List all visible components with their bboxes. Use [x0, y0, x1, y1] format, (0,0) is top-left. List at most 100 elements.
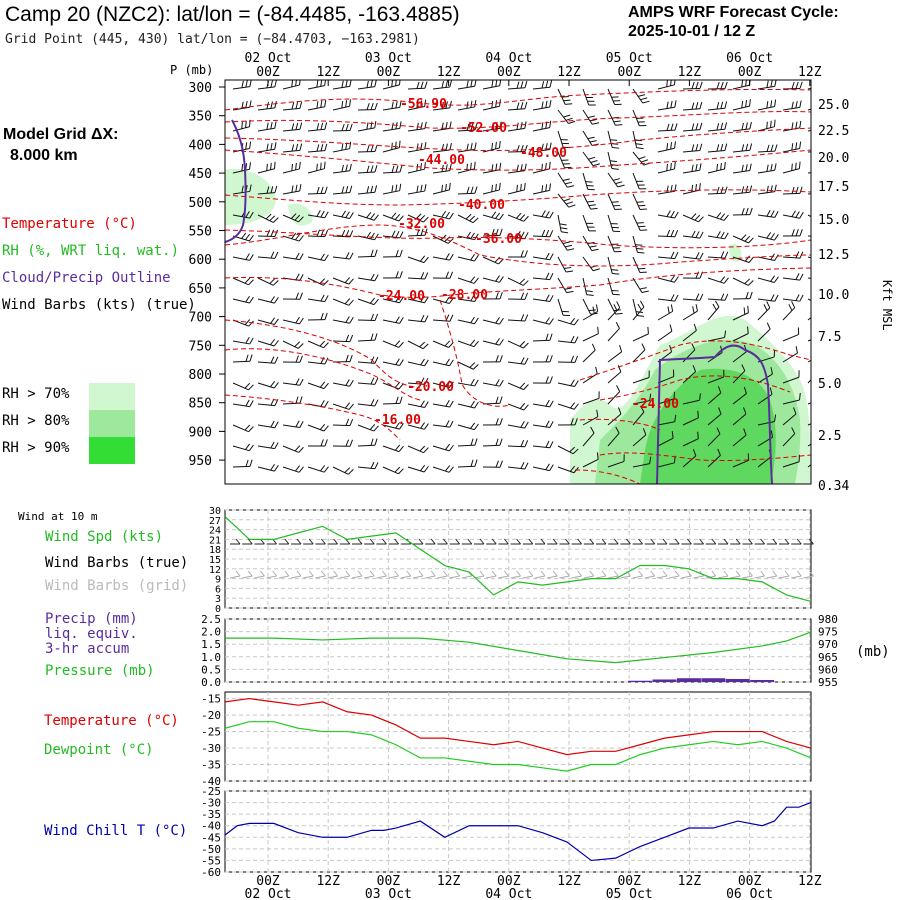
wind-barb — [582, 391, 600, 405]
wind-barb — [582, 172, 595, 191]
wind-barb — [582, 426, 595, 447]
wind-barb-feather — [774, 234, 779, 241]
wind-barb-shaft — [307, 214, 325, 219]
wind-barb-feather — [448, 466, 454, 473]
wind-barb-feather — [470, 316, 475, 324]
wind-barb-feather — [610, 139, 618, 141]
wind-barb — [532, 440, 554, 449]
wind-barb-feather — [448, 297, 454, 304]
wind-barb-feather — [374, 165, 378, 173]
wind-barb-shaft — [257, 403, 275, 407]
wind-barb-feather — [345, 123, 349, 131]
wind-barb-shaft — [357, 235, 375, 241]
rh-legend: RH (%, WRT liq. wat.) — [2, 243, 180, 259]
wind-barb-feather — [366, 211, 372, 219]
wind-barb-feather — [349, 185, 353, 193]
wind-barb — [382, 381, 404, 390]
wind-barb — [607, 88, 622, 106]
grid-wind-barb-feather — [333, 570, 338, 577]
true-wind-barb-feather — [650, 538, 656, 545]
wind-barb-feather — [299, 183, 302, 192]
wind-barb — [332, 277, 354, 285]
wind-barb — [382, 100, 402, 111]
wind-barb-feather — [516, 184, 518, 192]
wind-barb-feather — [399, 100, 402, 108]
wind-barb — [282, 252, 304, 261]
wind-barb-feather — [499, 140, 501, 149]
wind-barb-feather — [699, 81, 703, 89]
wind-barb — [557, 298, 571, 317]
wind-barb-feather — [470, 80, 473, 88]
top-time-tick-label: 00Z — [256, 65, 280, 80]
wind-barb-shaft — [432, 107, 450, 111]
wind-barb-shaft — [232, 277, 249, 286]
wind-barb-shaft — [807, 402, 811, 405]
wind-barb-feather — [766, 185, 769, 193]
wind-barb-feather — [595, 304, 599, 312]
wind-barb-shaft — [607, 172, 619, 188]
wind-barb-feather — [699, 293, 704, 301]
wind-barb-shaft — [657, 84, 675, 90]
wind-barb-shaft — [307, 235, 326, 238]
wind-barb — [357, 211, 379, 221]
wind-barb-shaft — [782, 168, 800, 174]
mb-unit-label: (mb) — [856, 644, 890, 660]
wind-barb-feather — [716, 186, 720, 194]
wind-barb-shaft — [507, 382, 524, 391]
wind-barb-feather — [324, 312, 328, 320]
wind-barb-feather — [466, 123, 470, 131]
wind-barb — [532, 333, 553, 342]
wind-barb-shaft — [407, 106, 425, 111]
wind-barb-feather — [391, 230, 396, 238]
wind-barb — [557, 418, 578, 426]
wind-barb-feather — [567, 185, 575, 188]
wind-barb-feather — [516, 145, 520, 152]
wind-barb-feather — [420, 184, 423, 192]
wind-barb-feather — [398, 468, 404, 475]
axis-tick-label: -35 — [201, 759, 221, 772]
wind-barb-shaft — [407, 277, 426, 280]
wind-barb-feather — [499, 80, 502, 86]
wind-barb-feather — [445, 420, 450, 427]
wind-barb — [432, 358, 454, 367]
wind-barb-feather — [592, 268, 600, 272]
wind-barb-feather — [588, 204, 596, 207]
wind-barb — [357, 438, 378, 447]
wind-barb-shaft — [332, 403, 350, 410]
wind-barb-feather — [345, 211, 350, 218]
wind-barb-feather — [611, 269, 619, 271]
wind-barb — [632, 405, 645, 426]
wind-barb-feather — [374, 233, 379, 241]
wind-barb-feather — [670, 275, 675, 282]
wind-barb-feather — [568, 204, 576, 208]
wind-barb-shaft — [282, 84, 300, 90]
wind-barb-feather — [294, 465, 301, 472]
true-wind-barb-feather — [455, 538, 460, 545]
top-time-tick-label: 00Z — [377, 65, 401, 80]
wind-barb-feather — [348, 403, 354, 410]
wind-barb — [532, 317, 554, 325]
wind-barb-shaft — [732, 149, 750, 153]
wind-barb — [682, 143, 703, 153]
grid-wind-barb — [498, 575, 509, 579]
wind-barb-feather — [613, 304, 618, 311]
wind-barb-feather — [445, 271, 449, 279]
wind-barb-feather — [369, 424, 376, 430]
precip-bar — [628, 680, 653, 682]
wind-barb — [532, 183, 552, 195]
wind-barb-feather — [715, 300, 720, 308]
wind-barb-feather — [795, 121, 798, 129]
wind-barb-feather — [316, 144, 320, 152]
grid-wind-barb-feather — [504, 570, 509, 577]
wind-barb — [457, 378, 479, 387]
wind-barb-feather — [344, 402, 351, 409]
wind-barb-feather — [766, 209, 771, 217]
wind-barb-feather — [666, 123, 670, 131]
wind-barb-shaft — [282, 382, 300, 386]
wind-barb-feather — [248, 279, 254, 286]
wind-barb — [607, 344, 623, 363]
wind-barb — [657, 324, 673, 342]
wind-barb-feather — [299, 355, 303, 363]
wind-barb-feather — [741, 80, 744, 87]
wind-barb-shaft — [582, 349, 596, 363]
